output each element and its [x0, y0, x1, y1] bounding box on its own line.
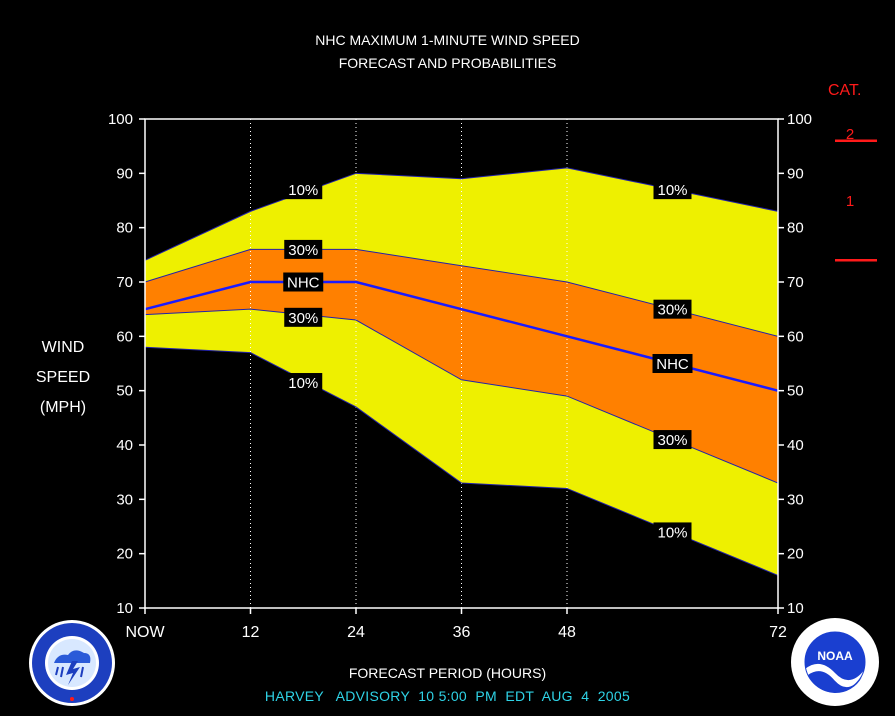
- annotation-label-8: 30%: [657, 432, 687, 449]
- x-tick-label-12: 12: [242, 624, 260, 641]
- chart-title-line1: NHC MAXIMUM 1-MINUTE WIND SPEED: [315, 32, 580, 48]
- category-label-1: 1: [845, 193, 855, 210]
- y-axis-label-speed: SPEED: [35, 369, 91, 386]
- y-tick-label-right-10: 10: [787, 600, 804, 617]
- annotation-box-9: [653, 522, 692, 542]
- y-tick-label-right-40: 40: [787, 437, 804, 454]
- y-tick-label-right-100: 100: [787, 111, 812, 128]
- annotation-box-2: [283, 272, 324, 292]
- x-tick-label-48: 48: [558, 624, 576, 641]
- nhc-forecast-line: [144, 280, 779, 392]
- y-tick-label-left-40: 40: [116, 437, 133, 454]
- y-tick-label-right-90: 90: [787, 165, 804, 182]
- annotation-label-4: 10%: [288, 375, 318, 392]
- y-axis-label-mph: (MPH): [39, 399, 87, 416]
- y-tick-label-left-90: 90: [116, 165, 133, 182]
- annotation-label-7: NHC: [656, 356, 689, 373]
- annotation-box-4: [284, 373, 323, 393]
- x-tick-label-72: 72: [769, 624, 787, 641]
- annotation-box-7: [652, 354, 693, 373]
- advisory-text: HARVEY ADVISORY 10 5:00 PM EDT AUG 4 200…: [264, 688, 631, 704]
- annotation-label-1: 30%: [288, 242, 318, 259]
- annotation-box-1: [284, 239, 323, 259]
- y-tick-label-right-80: 80: [787, 220, 804, 237]
- boundary-line-lower-10: [144, 346, 779, 576]
- annotation-box-5: [653, 180, 692, 200]
- x-axis-label: FORECAST PERIOD (HOURS): [348, 665, 547, 681]
- noaa-logo-icon: NOAA: [791, 618, 879, 706]
- annotation-label-5: 10%: [657, 182, 687, 199]
- y-tick-label-right-30: 30: [787, 491, 804, 508]
- category-label-2: 2: [845, 126, 855, 143]
- y-tick-label-left-100: 100: [108, 111, 133, 128]
- y-tick-label-right-70: 70: [787, 274, 804, 291]
- y-tick-label-left-30: 30: [116, 491, 133, 508]
- annotation-label-0: 10%: [288, 182, 318, 199]
- annotation-box-8: [653, 430, 692, 450]
- y-tick-label-right-60: 60: [787, 328, 804, 345]
- band-30-percent: [145, 249, 778, 484]
- category-title: CAT.: [828, 82, 862, 99]
- x-tick-label-36: 36: [453, 624, 471, 641]
- y-tick-label-left-10: 10: [116, 600, 133, 617]
- y-tick-label-right-50: 50: [787, 383, 804, 400]
- annotation-box-6: [653, 299, 692, 319]
- annotation-box-0: [284, 180, 323, 200]
- x-tick-label-NOW: NOW: [125, 624, 165, 641]
- boundary-line-upper-10: [144, 167, 779, 261]
- y-tick-label-left-50: 50: [116, 383, 133, 400]
- annotation-label-3: 30%: [288, 310, 318, 327]
- annotation-label-6: 30%: [657, 302, 687, 319]
- y-tick-label-left-60: 60: [116, 328, 133, 345]
- y-tick-label-left-80: 80: [116, 220, 133, 237]
- annotation-label-2: NHC: [287, 275, 320, 292]
- y-tick-label-left-70: 70: [116, 274, 133, 291]
- chart-title-line2: FORECAST AND PROBABILITIES: [338, 55, 557, 71]
- boundary-line-upper-30: [144, 248, 779, 337]
- y-tick-label-right-20: 20: [787, 546, 804, 563]
- y-axis-label-wind: WIND: [41, 339, 85, 356]
- boundary-line-lower-30: [144, 308, 779, 484]
- x-tick-label-24: 24: [347, 624, 365, 641]
- annotation-box-3: [284, 307, 323, 327]
- nws-logo-icon: [29, 620, 115, 706]
- y-tick-label-left-20: 20: [116, 546, 133, 563]
- annotation-label-9: 10%: [657, 524, 687, 541]
- svg-text:NOAA: NOAA: [817, 649, 853, 663]
